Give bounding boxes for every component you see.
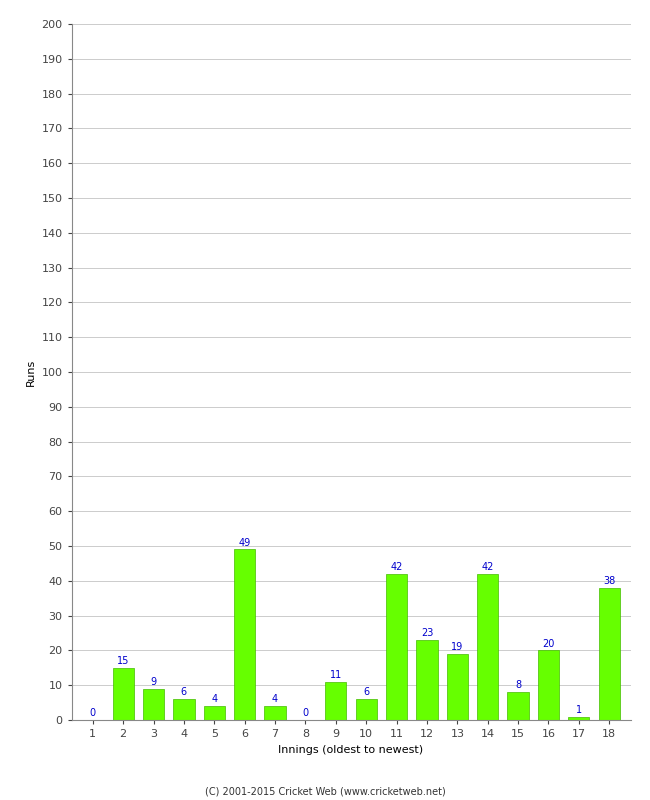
- Text: 42: 42: [391, 562, 403, 572]
- Bar: [112, 668, 134, 720]
- Text: (C) 2001-2015 Cricket Web (www.cricketweb.net): (C) 2001-2015 Cricket Web (www.cricketwe…: [205, 786, 445, 796]
- Bar: [508, 692, 528, 720]
- Text: 19: 19: [451, 642, 463, 652]
- Text: 9: 9: [150, 677, 157, 687]
- Bar: [203, 706, 225, 720]
- Text: 11: 11: [330, 670, 342, 680]
- Text: 49: 49: [239, 538, 251, 548]
- Bar: [356, 699, 377, 720]
- Text: 6: 6: [181, 687, 187, 698]
- Bar: [599, 588, 620, 720]
- Text: 8: 8: [515, 681, 521, 690]
- Text: 20: 20: [542, 638, 554, 649]
- Text: 6: 6: [363, 687, 369, 698]
- Bar: [538, 650, 559, 720]
- Bar: [386, 574, 407, 720]
- Text: 38: 38: [603, 576, 616, 586]
- Text: 15: 15: [117, 656, 129, 666]
- X-axis label: Innings (oldest to newest): Innings (oldest to newest): [278, 745, 424, 754]
- Bar: [234, 550, 255, 720]
- Bar: [265, 706, 286, 720]
- Text: 0: 0: [302, 708, 309, 718]
- Text: 42: 42: [482, 562, 494, 572]
- Text: 23: 23: [421, 628, 433, 638]
- Text: 4: 4: [211, 694, 217, 704]
- Bar: [416, 640, 437, 720]
- Text: 4: 4: [272, 694, 278, 704]
- Text: 0: 0: [90, 708, 96, 718]
- Bar: [568, 717, 590, 720]
- Bar: [477, 574, 499, 720]
- Bar: [325, 682, 346, 720]
- Bar: [174, 699, 194, 720]
- Text: 1: 1: [576, 705, 582, 714]
- Bar: [143, 689, 164, 720]
- Y-axis label: Runs: Runs: [26, 358, 36, 386]
- Bar: [447, 654, 468, 720]
